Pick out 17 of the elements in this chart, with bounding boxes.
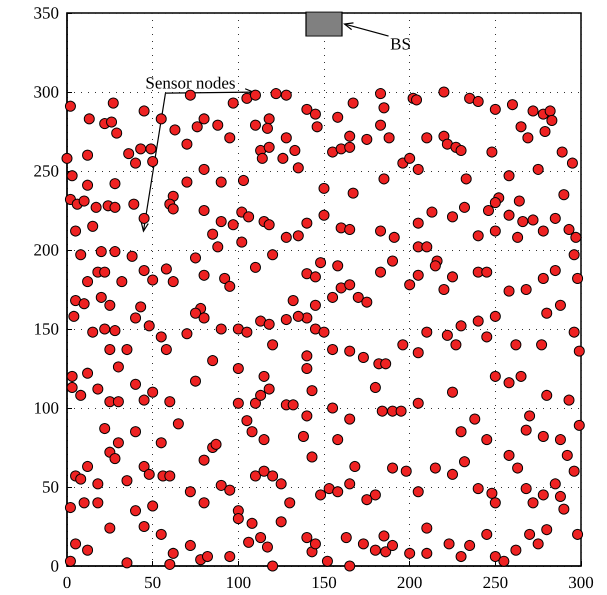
annotation: BS [390,34,411,54]
x-tick-label: 150 [311,573,337,592]
y-tick-label: 350 [34,4,59,22]
x-tick-label: 0 [62,573,72,592]
y-tick-label: 300 [34,82,59,102]
y-tick-label: 150 [34,320,59,338]
x-tick-label: 50 [144,573,162,592]
y-tick-label: 0 [50,556,59,576]
x-tick-label: 100 [226,573,252,592]
x-tick-label: 200 [396,573,422,592]
y-tick-label: 250 [34,162,59,180]
x-tick-label: 300 [568,573,594,592]
x-tick-label: 250 [482,573,508,592]
y-tick-label: 100 [34,398,59,418]
y-tick-label: 200 [34,240,59,260]
annotation: Sensor nodes [145,74,236,93]
y-tick-label: 50 [42,478,59,496]
